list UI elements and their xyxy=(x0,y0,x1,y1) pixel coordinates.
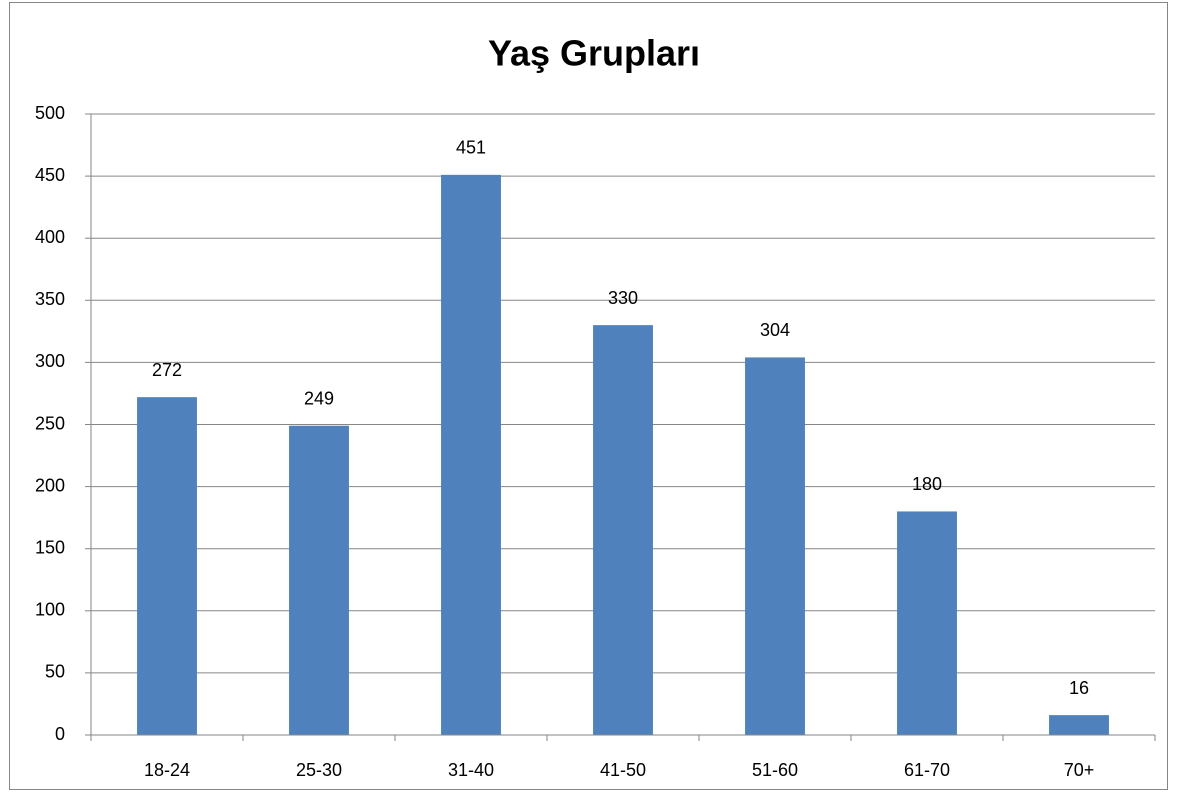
bar xyxy=(137,397,197,735)
y-tick-label: 450 xyxy=(35,165,65,185)
y-tick-label: 350 xyxy=(35,289,65,309)
data-label: 304 xyxy=(760,320,790,340)
bar xyxy=(441,174,501,735)
bar xyxy=(897,511,957,735)
x-tick-label: 61-70 xyxy=(904,760,950,780)
bar xyxy=(289,425,349,735)
y-tick-label: 400 xyxy=(35,227,65,247)
y-tick-label: 50 xyxy=(45,662,65,682)
y-tick-label: 0 xyxy=(55,724,65,744)
data-label: 272 xyxy=(152,360,182,380)
y-tick-label: 150 xyxy=(35,537,65,557)
x-tick-label: 25-30 xyxy=(296,760,342,780)
data-label: 180 xyxy=(912,474,942,494)
data-label: 330 xyxy=(608,288,638,308)
x-tick-label: 41-50 xyxy=(600,760,646,780)
bar xyxy=(593,325,653,735)
y-tick-label: 100 xyxy=(35,600,65,620)
chart-border xyxy=(9,2,1168,790)
y-tick-label: 200 xyxy=(35,475,65,495)
data-label: 249 xyxy=(304,388,334,408)
y-tick-label: 250 xyxy=(35,413,65,433)
y-tick-label: 500 xyxy=(35,103,65,123)
x-tick-label: 31-40 xyxy=(448,760,494,780)
x-tick-label: 70+ xyxy=(1064,760,1095,780)
data-label: 451 xyxy=(456,138,486,158)
x-tick-label: 51-60 xyxy=(752,760,798,780)
x-tick-label: 18-24 xyxy=(144,760,190,780)
bar xyxy=(1049,715,1109,735)
y-tick-label: 300 xyxy=(35,351,65,371)
data-label: 16 xyxy=(1069,678,1089,698)
chart-title: Yaş Grupları xyxy=(488,33,700,74)
bar xyxy=(745,357,805,735)
